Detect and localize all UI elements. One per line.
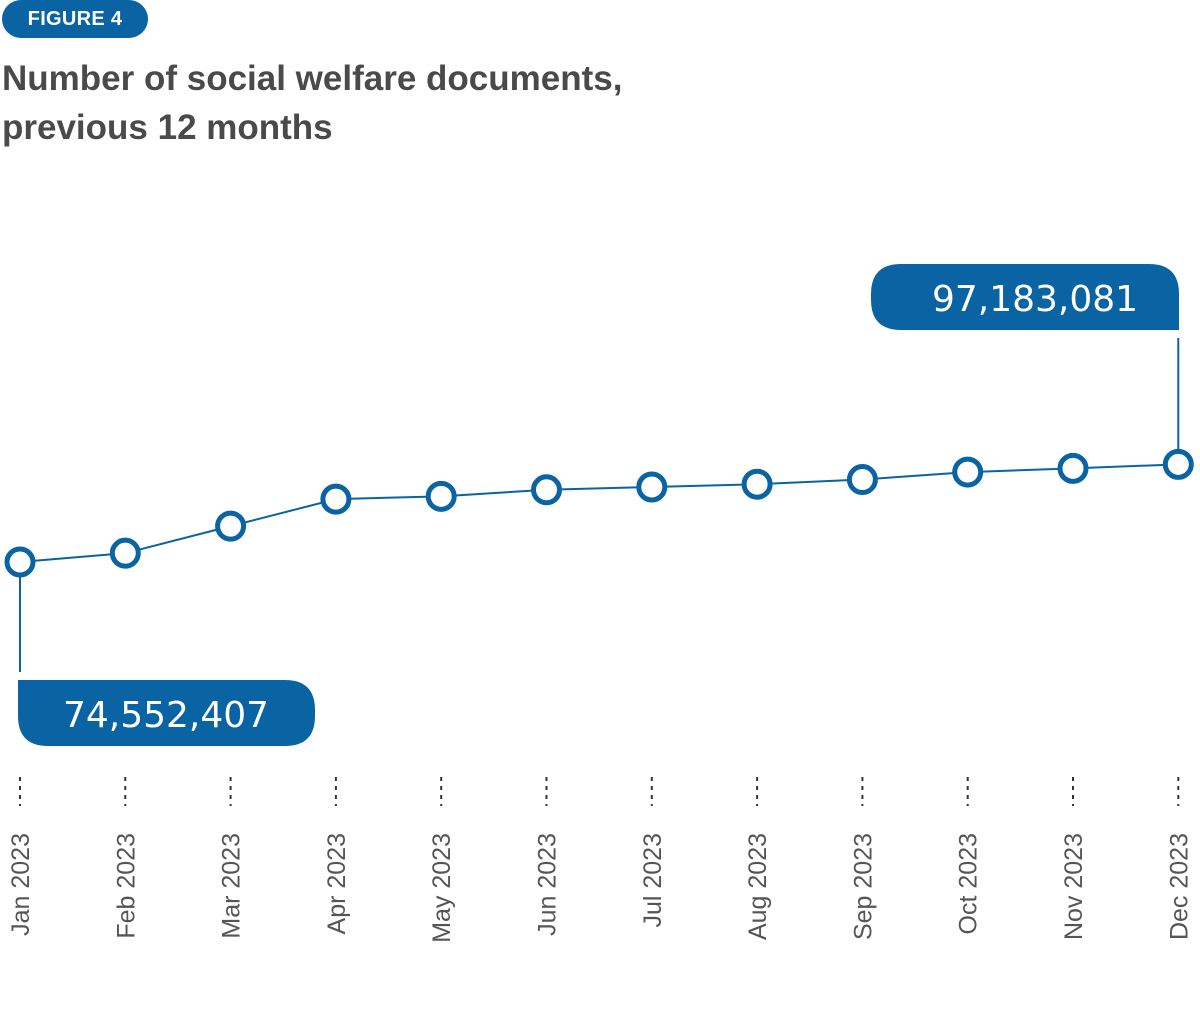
x-tick-label-sep-2023: Sep 2023	[849, 833, 877, 940]
callout-value-jan: 74,552,407	[63, 695, 269, 736]
data-point-aug-2023	[741, 468, 773, 500]
x-tick-label-jan-2023: Jan 2023	[7, 833, 35, 936]
callout-value-dec: 97,183,081	[932, 279, 1138, 320]
x-tick-label-jul-2023: Jul 2023	[639, 833, 667, 928]
data-point-sep-2023	[846, 464, 878, 496]
chart-title: Number of social welfare documents, prev…	[2, 54, 762, 152]
data-point-mar-2023	[215, 510, 247, 542]
x-tick-label-dec-2023: Dec 2023	[1165, 833, 1193, 940]
series-line	[19, 463, 1179, 563]
data-point-jan-2023	[4, 546, 36, 578]
callout-box-jan	[18, 680, 315, 746]
data-point-feb-2023	[109, 537, 141, 569]
callout-box-dec	[871, 264, 1179, 330]
chart-title-line-1: Number of social welfare documents,	[2, 59, 623, 98]
x-tick-label-aug-2023: Aug 2023	[744, 833, 772, 940]
data-point-apr-2023	[320, 483, 352, 515]
x-tick-label-nov-2023: Nov 2023	[1060, 833, 1088, 940]
data-point-jun-2023	[531, 474, 562, 506]
x-tick-label-may-2023: May 2023	[428, 833, 456, 943]
data-point-nov-2023	[1057, 452, 1089, 484]
chart-title-line-2: previous 12 months	[2, 108, 333, 147]
figure-label-badge: FIGURE 4	[2, 0, 148, 38]
data-point-jul-2023	[636, 471, 668, 503]
data-point-dec-2023	[1162, 448, 1194, 480]
x-tick-label-apr-2023: Apr 2023	[323, 833, 351, 934]
x-tick-label-oct-2023: Oct 2023	[955, 833, 983, 934]
data-point-oct-2023	[952, 456, 984, 488]
x-tick-label-feb-2023: Feb 2023	[112, 833, 140, 939]
x-tick-label-jun-2023: Jun 2023	[534, 833, 562, 936]
data-point-may-2023	[425, 480, 457, 512]
x-tick-label-mar-2023: Mar 2023	[218, 833, 246, 939]
